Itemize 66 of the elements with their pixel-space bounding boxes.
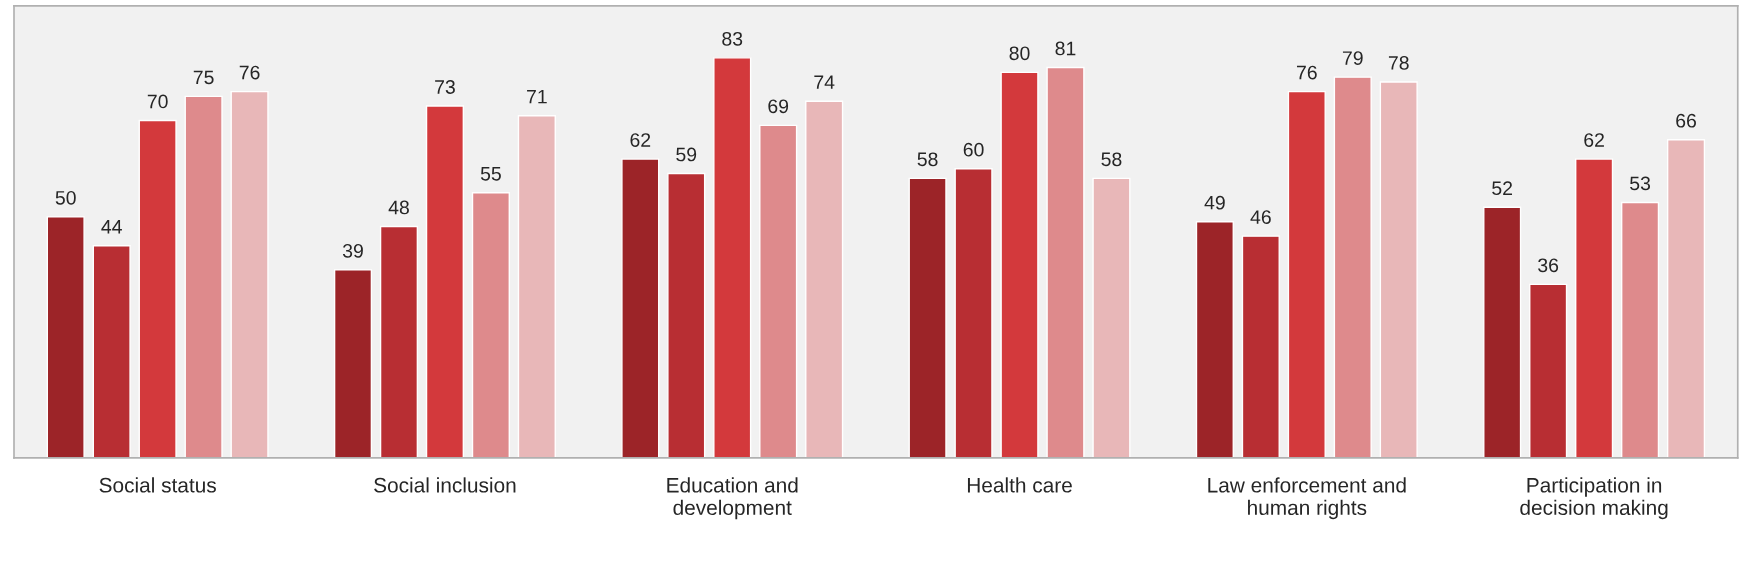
- data-label: 58: [917, 152, 938, 167]
- bar: [138, 119, 177, 458]
- x-tick-label: Social inclusion: [374, 477, 516, 493]
- bar: [1046, 66, 1085, 458]
- bar: [1241, 235, 1280, 458]
- data-label: 59: [676, 147, 697, 162]
- data-label: 52: [1492, 181, 1513, 196]
- bar: [908, 177, 947, 458]
- bar: [184, 95, 223, 458]
- x-tick-label: Social status: [99, 477, 216, 493]
- data-label: 36: [1538, 258, 1559, 273]
- data-label: 60: [963, 142, 984, 157]
- data-label: 70: [147, 94, 168, 109]
- data-label: 71: [527, 89, 547, 104]
- bar: [1333, 76, 1372, 458]
- data-label: 46: [1250, 210, 1271, 224]
- bar: [954, 168, 993, 458]
- bar: [759, 124, 798, 458]
- data-label: 44: [101, 220, 122, 234]
- bar: [1092, 177, 1131, 458]
- bar: [333, 269, 373, 458]
- data-label: 74: [814, 75, 835, 89]
- data-label: 53: [1630, 176, 1651, 191]
- bar: [517, 115, 556, 458]
- bar: [379, 225, 419, 458]
- bar: [1000, 71, 1039, 458]
- data-label: 81: [1055, 41, 1076, 56]
- data-label: 55: [480, 167, 501, 181]
- bar: [1195, 221, 1234, 458]
- bar: [1666, 139, 1706, 458]
- bar: [1379, 81, 1418, 458]
- data-label: 83: [722, 31, 743, 46]
- bar: [1483, 206, 1522, 458]
- data-label: 48: [388, 200, 409, 215]
- bar: [46, 216, 85, 458]
- data-label: 76: [1297, 65, 1317, 80]
- bar: [1620, 201, 1660, 458]
- x-tick-label: Participation in decision making: [1520, 477, 1668, 520]
- data-label: 78: [1388, 56, 1409, 70]
- bar: [1287, 90, 1326, 458]
- bar: [425, 105, 465, 458]
- bar: [713, 57, 752, 458]
- bar: [1529, 283, 1568, 458]
- bar: [621, 158, 660, 458]
- data-label: 39: [342, 243, 363, 258]
- data-label: 76: [239, 65, 260, 80]
- data-label: 58: [1101, 152, 1122, 167]
- bar: [1575, 158, 1614, 458]
- data-label: 69: [768, 99, 789, 114]
- data-label: 62: [1584, 133, 1604, 147]
- data-label: 75: [193, 70, 214, 85]
- x-tick-label: Education and development: [667, 477, 798, 520]
- x-tick-label: Law enforcement and human rights: [1208, 477, 1406, 520]
- data-label: 80: [1009, 46, 1030, 61]
- x-tick-label: Health care: [967, 477, 1072, 493]
- bar: [667, 172, 706, 458]
- bar: [230, 90, 269, 458]
- data-label: 50: [55, 190, 76, 205]
- bar: [471, 192, 510, 458]
- data-label: 62: [630, 133, 651, 147]
- bar: [92, 245, 131, 458]
- data-label: 79: [1342, 51, 1363, 65]
- data-label: 66: [1676, 113, 1696, 128]
- bar: [805, 100, 844, 458]
- data-label: 73: [435, 80, 455, 94]
- data-label: 49: [1204, 195, 1225, 210]
